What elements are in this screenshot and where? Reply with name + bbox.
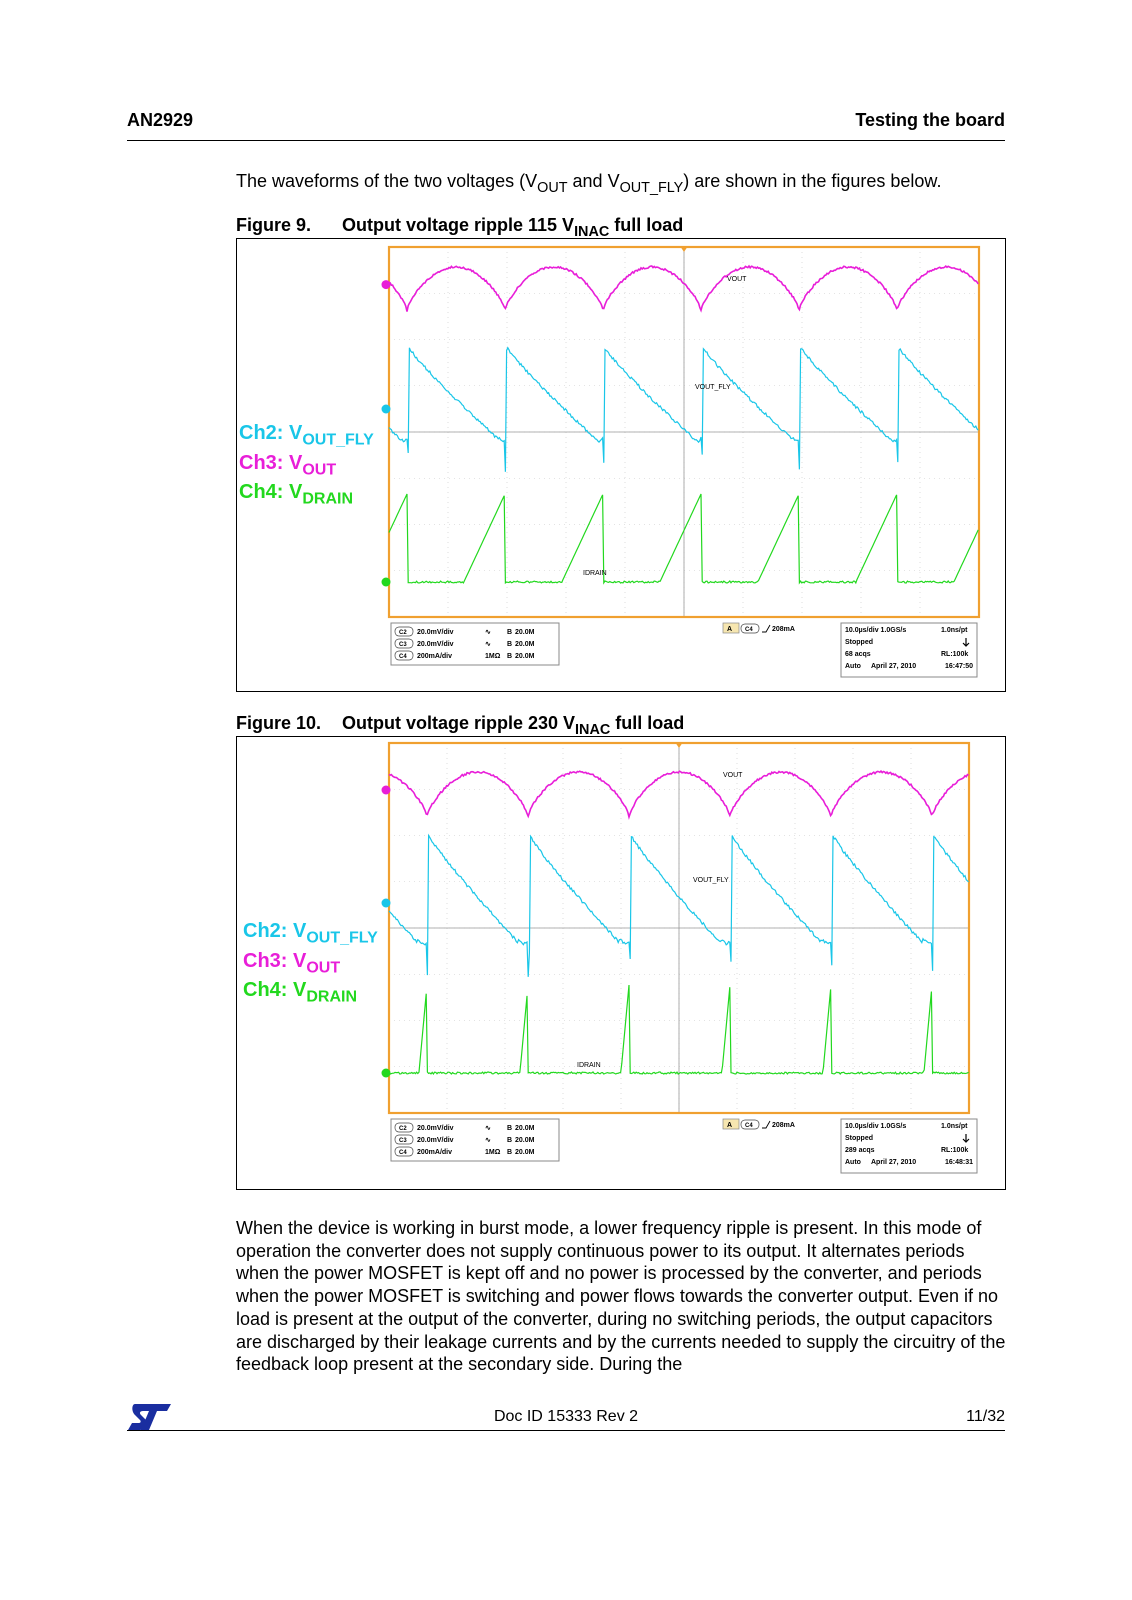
body-paragraph: When the device is working in burst mode… [236,1217,1011,1376]
trace-vout-fly [389,348,978,472]
channel-name: C4 [399,1150,407,1156]
channel-bw-prefix: B [507,653,512,660]
channel-scale: 20.0mV/div [417,1125,454,1132]
scope-graticule [389,247,979,617]
channel-marker-3 [382,786,391,795]
capture-time: 16:47:50 [945,663,973,670]
trigger-position-marker [680,246,688,252]
trigger-source: C4 [745,1123,753,1129]
channel-coupling: ∿ [485,1125,491,1132]
channel-name: C3 [399,1138,407,1144]
channel-marker-4 [382,578,391,587]
figure-9-caption: Figure 9. Output voltage ripple 115 VINAC… [236,215,683,240]
channel-coupling: ∿ [485,641,491,648]
channel-scale: 20.0mV/div [417,641,454,648]
channel-coupling: ∿ [485,629,491,636]
trace-label-idrain: IDRAIN [577,1062,601,1069]
trace-label-vout-fly: VOUT_FLY [693,877,729,884]
trace-idrain [389,494,978,583]
channel-bw-prefix: B [507,629,512,636]
acq-state: Stopped [845,1135,873,1142]
legend-ch3: Ch3: VOUT [243,950,378,980]
trigger-mode: Auto [845,1159,861,1166]
channel-scale: 20.0mV/div [417,629,454,636]
legend-ch2: Ch2: VOUT_FLY [243,920,378,950]
legend-ch3: Ch3: VOUT [239,452,374,482]
channel-bandwidth: 20.0M [515,629,535,636]
channel-bandwidth: 20.0M [515,1137,535,1144]
footer-doc-id: Doc ID 15333 Rev 2 [0,1408,1132,1426]
capture-date: April 27, 2010 [871,663,916,670]
channel-coupling: ∿ [485,1137,491,1144]
intro-sentence: The waveforms of the two voltages (VOUT … [236,171,941,196]
channel-legend: Ch2: VOUT_FLY Ch3: VOUT Ch4: VDRAIN [239,422,374,511]
legend-ch4: Ch4: VDRAIN [243,979,378,1009]
sample-interval: 1.0ns/pt [941,1123,968,1130]
sample-interval: 1.0ns/pt [941,627,968,634]
channel-marker-2 [382,899,391,908]
channel-bandwidth: 20.0M [515,1125,535,1132]
channel-bw-prefix: B [507,1137,512,1144]
header-doc-number: AN2929 [127,110,193,131]
footer-page-number: 11/32 [966,1408,1005,1426]
channel-bandwidth: 20.0M [515,653,535,660]
trigger-mode: Auto [845,663,861,670]
channel-name: C3 [399,642,407,648]
channel-coupling: 1MΩ [485,653,501,660]
channel-name: C4 [399,654,407,660]
figure-9-scope: VOUT VOUT_FLY IDRAIN C2 20.0mV/div ∿ B 20.0M C3 2… [236,238,1006,692]
record-length: RL:100k [941,1147,968,1154]
trigger-source: C4 [745,627,753,633]
trigger-label: A [727,626,732,633]
channel-name: C2 [399,630,407,636]
channel-bw-prefix: B [507,1149,512,1156]
figure-10-scope: VOUT VOUT_FLY IDRAIN C2 20.0mV/div ∿ B 20.0M C3 2… [236,736,1006,1190]
trigger-position-marker [675,742,683,748]
acq-count: 68 acqs [845,651,871,658]
capture-time: 16:48:31 [945,1159,973,1166]
header-rule [127,140,1005,141]
channel-bw-prefix: B [507,1125,512,1132]
trace-label-vout-fly: VOUT_FLY [695,384,731,391]
acq-count: 289 acqs [845,1147,875,1154]
legend-ch2: Ch2: VOUT_FLY [239,422,374,452]
trigger-slope-icon [762,1121,770,1128]
header-section-title: Testing the board [855,110,1005,131]
timebase: 10.0µs/div 1.0GS/s [845,1123,906,1130]
channel-bandwidth: 20.0M [515,641,535,648]
footer-rule [127,1430,1005,1431]
channel-marker-3 [382,280,391,289]
trace-vout [389,266,978,312]
trace-label-vout: VOUT [723,772,743,779]
trigger-level: 208mA [772,626,795,633]
trigger-slope-icon [762,625,770,632]
channel-name: C2 [399,1126,407,1132]
legend-ch4: Ch4: VDRAIN [239,481,374,511]
channel-bw-prefix: B [507,641,512,648]
channel-coupling: 1MΩ [485,1149,501,1156]
capture-date: April 27, 2010 [871,1159,916,1166]
channel-scale: 200mA/div [417,1149,452,1156]
channel-marker-4 [382,1069,391,1078]
channel-legend: Ch2: VOUT_FLY Ch3: VOUT Ch4: VDRAIN [243,920,378,1009]
trace-label-vout: VOUT [727,276,747,283]
timebase: 10.0µs/div 1.0GS/s [845,627,906,634]
channel-scale: 20.0mV/div [417,1137,454,1144]
trigger-label: A [727,1122,732,1129]
channel-scale: 200mA/div [417,653,452,660]
trace-label-idrain: IDRAIN [583,570,607,577]
record-length: RL:100k [941,651,968,658]
channel-marker-2 [382,405,391,414]
trigger-level: 208mA [772,1122,795,1129]
acq-state: Stopped [845,639,873,646]
figure-10-caption: Figure 10. Output voltage ripple 230 VINA… [236,713,684,738]
scope-graticule [389,743,969,1113]
channel-bandwidth: 20.0M [515,1149,535,1156]
